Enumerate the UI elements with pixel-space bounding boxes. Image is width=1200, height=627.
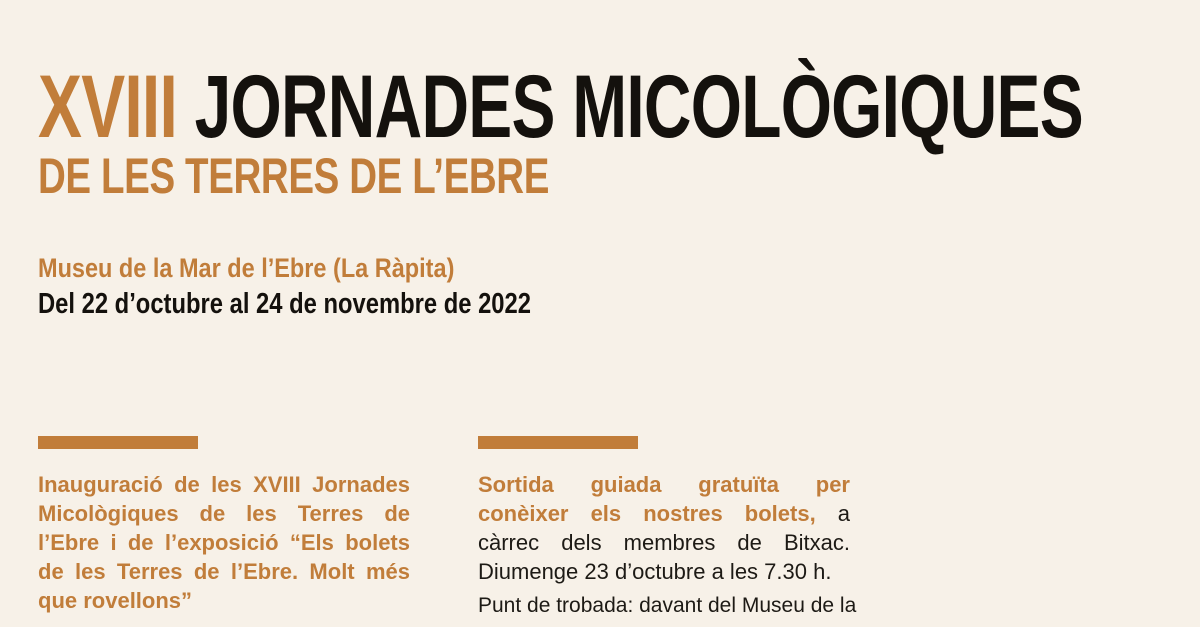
event-inauguration-highlight: Inauguració de les XVIII Jornades Micolò… — [38, 472, 410, 613]
event-guided-walk-meeting-point: Punt de trobada: davant del Museu de la — [478, 594, 857, 617]
section-rule — [478, 436, 638, 449]
event-guided-walk-detail: a càrrec dels membres de Bitxac. Diumeng… — [478, 501, 850, 584]
date-range-line: Del 22 d’octubre al 24 de novembre de 20… — [38, 290, 639, 319]
event-guided-walk-highlight: Sortida guiada gratuïta per conèixer els… — [478, 472, 850, 526]
event-inauguration-section: Inauguració de les XVIII Jornades Micolò… — [38, 436, 410, 622]
event-guided-walk-section: Sortida guiada gratuïta per conèixer els… — [478, 436, 857, 619]
title-main-text: JORNADES MICOLÒGIQUES — [194, 56, 1084, 156]
event-inauguration-paragraph: Inauguració de les XVIII Jornades Micolò… — [38, 470, 410, 615]
date-range-text: Del 22 d’octubre al 24 de novembre de 20… — [38, 288, 531, 320]
poster-subtitle-text: DE LES TERRES DE L’EBRE — [38, 148, 549, 204]
event-guided-walk-paragraph: Sortida guiada gratuïta per conèixer els… — [478, 470, 850, 586]
venue-line: Museu de la Mar de l’Ebre (La Ràpita) — [38, 255, 517, 282]
poster-title: XVIII JORNADES MICOLÒGIQUES — [38, 62, 1200, 151]
section-rule — [38, 436, 198, 449]
venue-text: Museu de la Mar de l’Ebre (La Ràpita) — [38, 253, 455, 283]
title-edition-number: XVIII — [38, 56, 178, 156]
poster-subtitle: DE LES TERRES DE L’EBRE — [38, 151, 702, 201]
